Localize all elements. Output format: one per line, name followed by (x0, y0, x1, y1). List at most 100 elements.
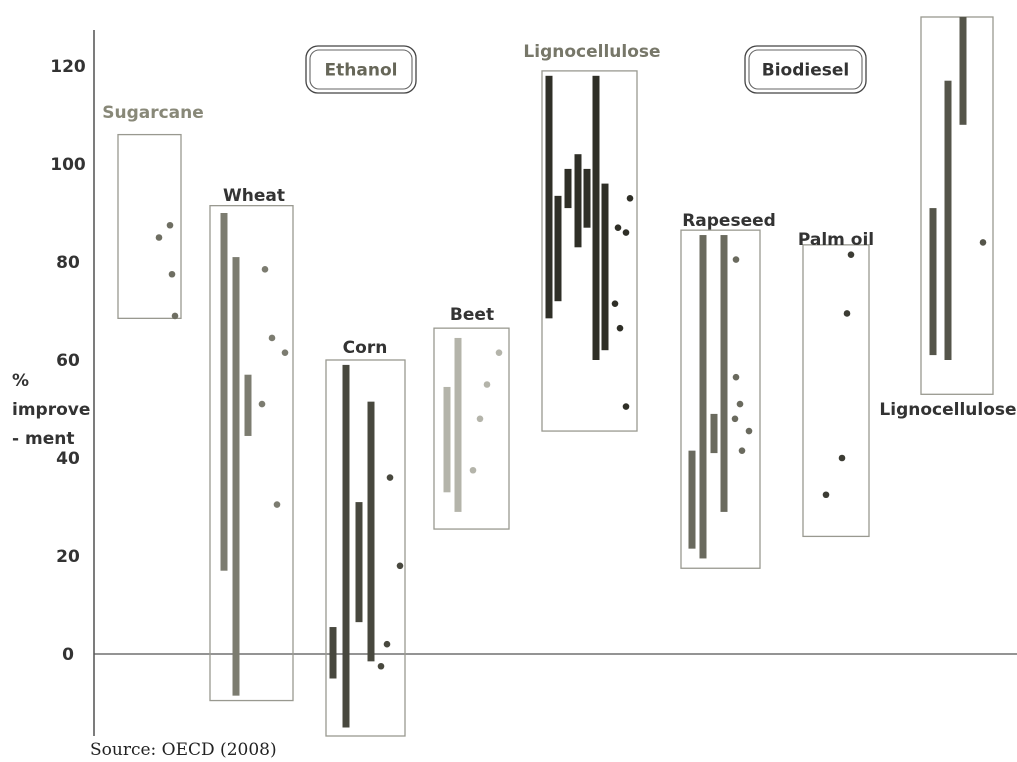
biodiesel-label-text: Biodiesel (762, 61, 849, 81)
group-sugarcane: Sugarcane (102, 103, 204, 320)
estimate-point (469, 466, 477, 474)
estimate-point (495, 349, 503, 356)
y-axis-label-line: % (12, 371, 29, 391)
y-axis-label-line: - ment (12, 429, 74, 449)
group-label: Beet (450, 305, 494, 325)
y-tick-label: 120 (50, 57, 86, 77)
estimate-point (611, 300, 619, 307)
estimate-point (614, 224, 622, 231)
range-bar (545, 75, 553, 319)
source-note: Source: OECD (2008) (90, 740, 277, 760)
range-bar (367, 401, 375, 662)
axes (93, 30, 1017, 736)
estimate-point (171, 312, 179, 320)
group-corn: Corn (325, 338, 406, 737)
range-bar (583, 168, 591, 228)
ethanol-label-inner-frame (309, 49, 413, 90)
range-bar (574, 154, 582, 248)
crop-groups: Sugarcane Wheat Corn Beet Lignocellulose Rape… (102, 16, 1017, 737)
category-labels: Ethanol Biodiesel (305, 45, 867, 94)
estimate-point (155, 234, 163, 241)
estimate-point (731, 415, 739, 423)
range-bar (220, 213, 228, 571)
range-bar (601, 183, 609, 351)
group-frame (325, 359, 406, 737)
range-bar (232, 257, 240, 696)
estimate-point (168, 270, 176, 278)
range-bar (454, 337, 462, 512)
estimate-point (281, 349, 289, 356)
range-bar (355, 502, 363, 623)
group-label: Sugarcane (102, 103, 204, 123)
group-frame (680, 229, 761, 569)
group-frame (433, 327, 510, 530)
estimate-point (979, 239, 987, 246)
estimate-point (626, 195, 634, 202)
ethanol-label-text: Ethanol (325, 61, 398, 81)
estimate-point (261, 266, 269, 273)
ethanol-label-outer-frame (305, 45, 417, 94)
group-frame (209, 204, 294, 702)
estimate-point (838, 454, 846, 462)
range-bar (929, 208, 937, 356)
estimate-point (166, 221, 174, 229)
range-bar (554, 195, 562, 302)
estimate-point (483, 381, 491, 388)
range-bar (443, 386, 451, 493)
group-label: Lignocellulose (879, 400, 1016, 420)
group-rapeseed: Rapeseed (680, 211, 776, 569)
estimate-point (386, 474, 394, 481)
y-tick-label: 100 (50, 155, 86, 175)
estimate-point (736, 400, 744, 408)
range-bar (564, 168, 572, 209)
group-lignocellulose: Lignocellulose (523, 42, 661, 432)
range-bar (699, 235, 707, 559)
estimate-point (476, 415, 484, 423)
range-bar (329, 627, 337, 679)
group-label: Lignocellulose (523, 42, 660, 62)
y-tick-label: 80 (56, 253, 80, 273)
estimate-point (268, 334, 276, 342)
group-frame (920, 16, 994, 395)
y-axis-label: % improve - ment (12, 371, 90, 449)
estimate-point (622, 403, 630, 410)
estimate-point (745, 427, 753, 435)
estimate-point (822, 491, 830, 499)
estimate-point (273, 501, 281, 508)
estimate-point (616, 324, 624, 332)
biodiesel-label-inner-frame (748, 49, 863, 90)
y-tick-labels: 0 20 40 60 80 100 120 (50, 57, 86, 665)
biodiesel-label-outer-frame (744, 45, 867, 94)
range-bar (710, 413, 718, 454)
group-palm-oil: Palm oil (798, 230, 874, 538)
range-bar (342, 364, 350, 728)
group-label: Palm oil (798, 230, 874, 250)
y-tick-label: 0 (62, 645, 74, 665)
y-tick-label: 20 (56, 547, 80, 567)
estimate-point (258, 400, 266, 408)
range-bar (592, 75, 600, 361)
estimate-point (843, 310, 851, 317)
estimate-point (732, 373, 740, 381)
y-tick-label: 60 (56, 351, 80, 371)
group-frame (117, 133, 182, 320)
range-bar (244, 374, 252, 436)
estimate-point (732, 256, 740, 263)
estimate-point (847, 251, 855, 258)
range-bar (688, 450, 696, 549)
group-frame (541, 70, 638, 432)
estimate-point (738, 447, 746, 454)
group-frame (802, 244, 870, 538)
range-bar (959, 17, 967, 125)
group-beet: Beet (433, 305, 510, 530)
estimate-point (377, 662, 385, 670)
estimate-point (383, 640, 391, 648)
group-label: Wheat (223, 186, 285, 206)
range-bar (720, 235, 728, 512)
group-label: Rapeseed (682, 211, 776, 231)
group-wheat: Wheat (209, 186, 294, 702)
biodiesel-category-label: Biodiesel (744, 45, 867, 94)
group-label: Corn (343, 338, 388, 358)
estimate-point (396, 562, 404, 570)
